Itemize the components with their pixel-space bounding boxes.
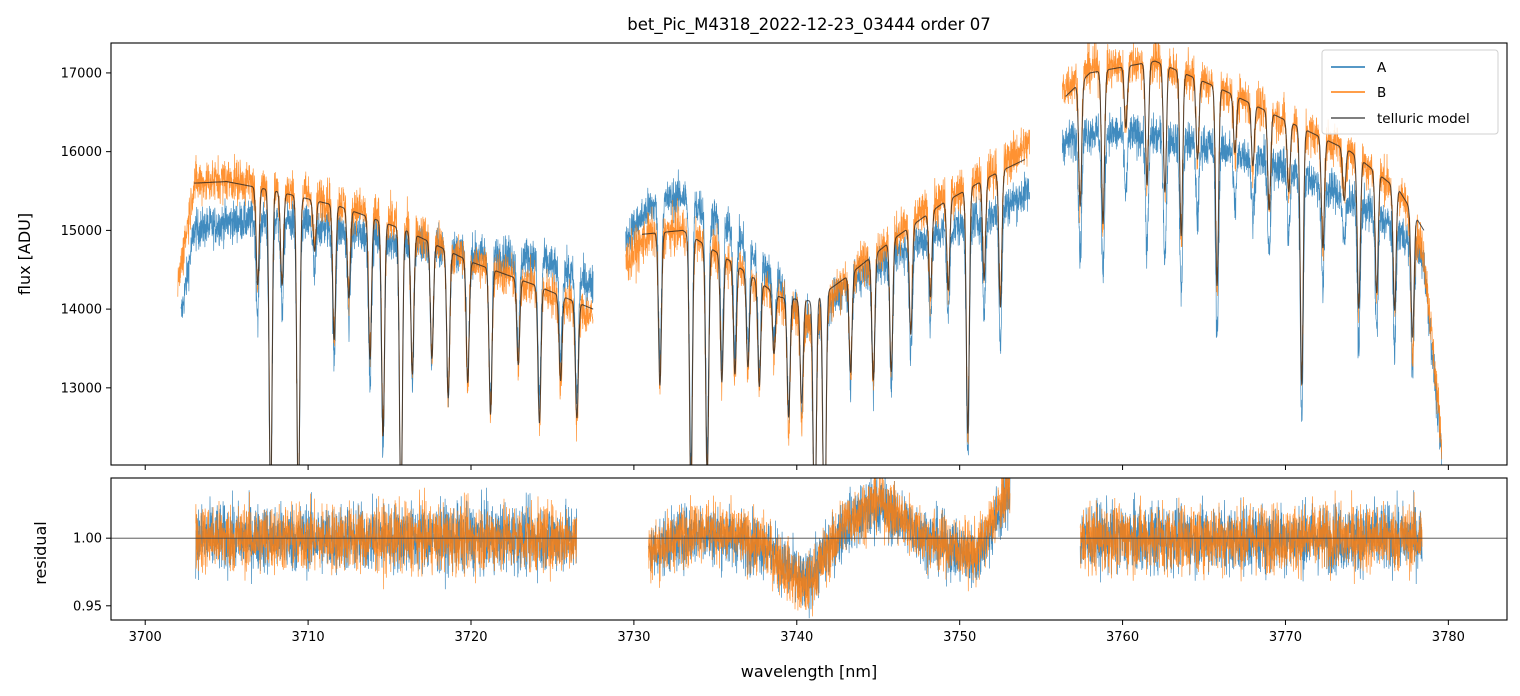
residual-xtick-label-3720: 3720 [454,630,487,645]
flux-ytick-label-14000: 14000 [61,303,102,318]
residual-xtick-label-3770: 3770 [1269,630,1302,645]
legend-label-a: A [1377,60,1387,76]
series-a-segment-3 [1061,106,1443,465]
flux-ytick-label-17000: 17000 [61,66,102,81]
residual-panel-frame [110,477,1508,621]
residual-ylabel: residual [31,521,50,584]
flux-ytick-label-15000: 15000 [61,224,102,239]
legend-frame [1321,49,1499,135]
flux-ylabel: flux [ADU] [15,213,34,295]
residual-xtick-label-3730: 3730 [617,630,650,645]
legend-label-telluric: telluric model [1377,111,1470,127]
residual-b-segment-3 [1079,490,1423,585]
residual-xtick-label-3750: 3750 [943,630,976,645]
legend-label-b: B [1377,85,1386,101]
chart-title: bet_Pic_M4318_2022-12-23_03444 order 07 [627,15,990,35]
residual-xtick-label-3780: 3780 [1432,630,1465,645]
flux-ytick-label-13000: 13000 [61,381,102,396]
series-telluric-model-segment-1 [194,181,594,465]
flux-panel-frame [110,42,1508,466]
legend: A B telluric model [1321,49,1499,135]
residual-xtick-label-3700: 3700 [129,630,162,645]
residual-xtick-label-3710: 3710 [292,630,325,645]
residual-xtick-label-3760: 3760 [1106,630,1139,645]
residual-ytick-label-1.00: 1.00 [73,532,102,547]
residual-panel: 3700 3710 3720 3730 3740 3750 3760 3770 3780 0.9… [31,477,1508,681]
series-a-segment-1 [180,196,594,465]
flux-ytick-label-16000: 16000 [61,145,102,160]
residual-b-segment-2 [648,478,1011,617]
wavelength-xlabel: wavelength [nm] [741,662,878,681]
residual-b-segment-1 [195,487,578,590]
residual-xtick-label-3740: 3740 [780,630,813,645]
series-telluric-model-segment-3 [1065,60,1425,385]
residual-ytick-label-0.95: 0.95 [73,599,102,614]
series-telluric-model-segment-2 [642,159,1026,465]
flux-panel: 13000 14000 15000 16000 17000 flux [ADU] A B… [15,42,1508,470]
